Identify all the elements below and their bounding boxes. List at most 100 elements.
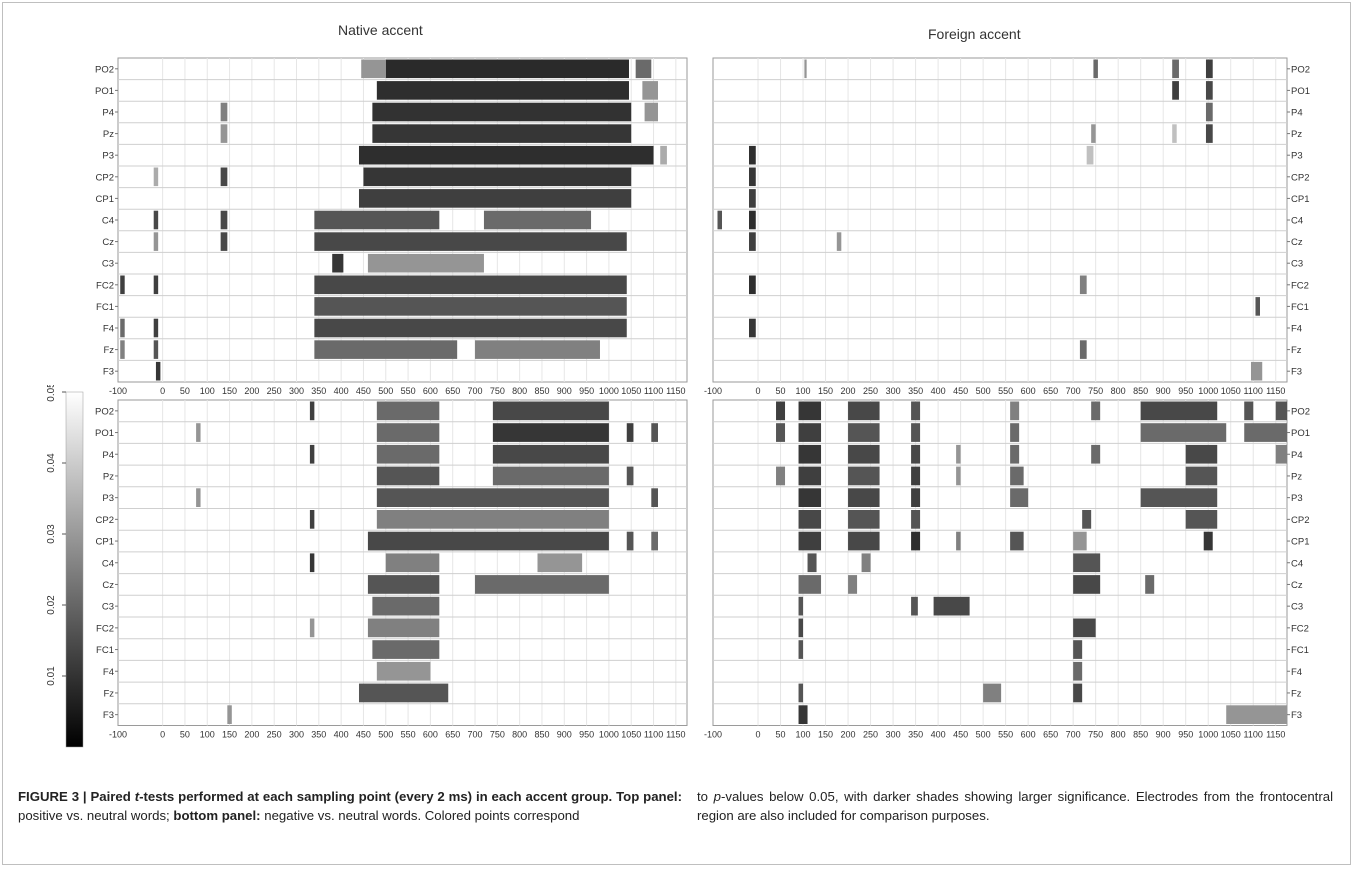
x-tick-label: 50 — [776, 386, 786, 396]
significance-block — [376, 81, 629, 100]
panel-title-foreign: Foreign accent — [928, 26, 1021, 42]
significance-block — [1205, 59, 1213, 79]
x-tick-label: 500 — [976, 386, 991, 396]
significance-block — [376, 466, 440, 486]
x-tick-label: 1100 — [644, 386, 663, 396]
significance-block — [367, 575, 440, 594]
x-tick-label: 550 — [401, 386, 416, 396]
significance-block — [376, 401, 440, 421]
electrode-label: F3 — [103, 367, 114, 378]
significance-block — [220, 102, 228, 122]
electrode-label: PO2 — [95, 406, 114, 417]
significance-block — [1205, 124, 1213, 143]
x-tick-label: 0 — [160, 730, 165, 740]
x-tick-label: 1100 — [1244, 386, 1263, 396]
heatmap-native-positive: PO2 PO1 P4 Pz P3 CP2 CP1 C4 Cz C3 FC2 FC1 F4 Fz F3 -100… — [95, 57, 688, 396]
x-tick-label: 800 — [512, 730, 527, 740]
significance-block — [358, 683, 449, 703]
significance-block — [804, 59, 807, 79]
x-tick-label: 400 — [334, 730, 349, 740]
x-tick-label: 400 — [931, 386, 946, 396]
significance-block — [1079, 275, 1087, 295]
x-tick-label: 900 — [1156, 386, 1171, 396]
electrode-label: P4 — [102, 108, 114, 119]
significance-block — [798, 444, 822, 464]
significance-block — [836, 232, 842, 251]
x-tick-label: 400 — [931, 730, 946, 740]
x-tick-label: 750 — [1088, 386, 1103, 396]
x-tick-label: 1000 — [1198, 730, 1218, 740]
significance-block — [1073, 683, 1083, 703]
significance-block — [848, 401, 880, 421]
x-tick-label: 650 — [1043, 730, 1058, 740]
x-tick-label: 800 — [1111, 386, 1126, 396]
significance-block — [626, 531, 634, 551]
x-tick-label: 450 — [953, 386, 968, 396]
electrode-label: C3 — [102, 259, 114, 270]
significance-block — [376, 488, 609, 507]
electrode-label: PO2 — [1291, 64, 1310, 75]
electrode-label: C4 — [1291, 216, 1303, 227]
significance-block — [848, 575, 858, 594]
electrode-label: PO2 — [95, 64, 114, 75]
caption-top-text: positive vs. neutral words; — [18, 808, 174, 823]
significance-block — [153, 318, 159, 338]
x-tick-label: 50 — [180, 386, 190, 396]
x-tick-label: 1150 — [1266, 730, 1285, 740]
x-tick-label: 550 — [998, 730, 1013, 740]
significance-block — [483, 210, 592, 230]
significance-block — [1091, 444, 1101, 464]
significance-block — [651, 531, 658, 551]
x-tick-label: 500 — [976, 730, 991, 740]
figure-caption-left: FIGURE 3 | Paired t-tests performed at e… — [18, 787, 682, 825]
significance-block — [1205, 81, 1213, 100]
significance-block — [196, 488, 201, 507]
significance-block — [314, 318, 627, 338]
x-tick-label: 850 — [1133, 386, 1148, 396]
colorbar-gradient — [65, 391, 84, 748]
significance-block — [776, 423, 786, 442]
x-tick-label: 100 — [796, 730, 811, 740]
significance-block — [933, 596, 970, 616]
significance-block — [848, 488, 880, 507]
significance-block — [314, 297, 627, 316]
x-tick-label: 700 — [468, 386, 483, 396]
electrode-label: P3 — [1291, 493, 1303, 504]
significance-block — [717, 210, 723, 230]
significance-block — [911, 531, 921, 551]
colorbar-tick-label: 0.04 — [46, 453, 57, 473]
significance-block — [651, 488, 658, 507]
electrode-label: C4 — [1291, 558, 1303, 569]
x-tick-label: 1000 — [599, 730, 619, 740]
x-tick-label: 450 — [356, 730, 371, 740]
significance-block — [385, 59, 629, 79]
significance-block — [120, 275, 125, 295]
significance-block — [372, 640, 440, 659]
significance-block — [848, 531, 880, 551]
x-tick-label: 350 — [311, 386, 326, 396]
significance-block — [1093, 59, 1098, 79]
electrode-label: C4 — [102, 558, 114, 569]
significance-block — [1275, 444, 1287, 464]
x-tick-label: 0 — [756, 386, 761, 396]
significance-block — [492, 466, 609, 486]
significance-block — [367, 253, 484, 273]
x-tick-label: 750 — [490, 730, 505, 740]
significance-block — [798, 488, 822, 507]
significance-block — [153, 167, 159, 187]
caption-right-p: p — [713, 789, 721, 804]
heatmap-native-negative: PO2 PO1 P4 Pz P3 CP2 CP1 C4 Cz C3 FC2 FC1 F4 Fz F3 -100… — [95, 399, 688, 740]
electrode-label: C3 — [1291, 602, 1303, 613]
x-tick-label: 1150 — [666, 730, 685, 740]
significance-block — [1250, 361, 1263, 381]
significance-block — [155, 361, 161, 381]
plot-area — [712, 57, 1288, 383]
x-tick-label: 350 — [908, 730, 923, 740]
significance-block — [1203, 531, 1213, 551]
x-tick-label: 600 — [423, 730, 438, 740]
significance-block — [644, 102, 658, 122]
significance-block — [848, 466, 880, 486]
significance-block — [372, 596, 440, 616]
electrode-label: Cz — [102, 580, 114, 591]
